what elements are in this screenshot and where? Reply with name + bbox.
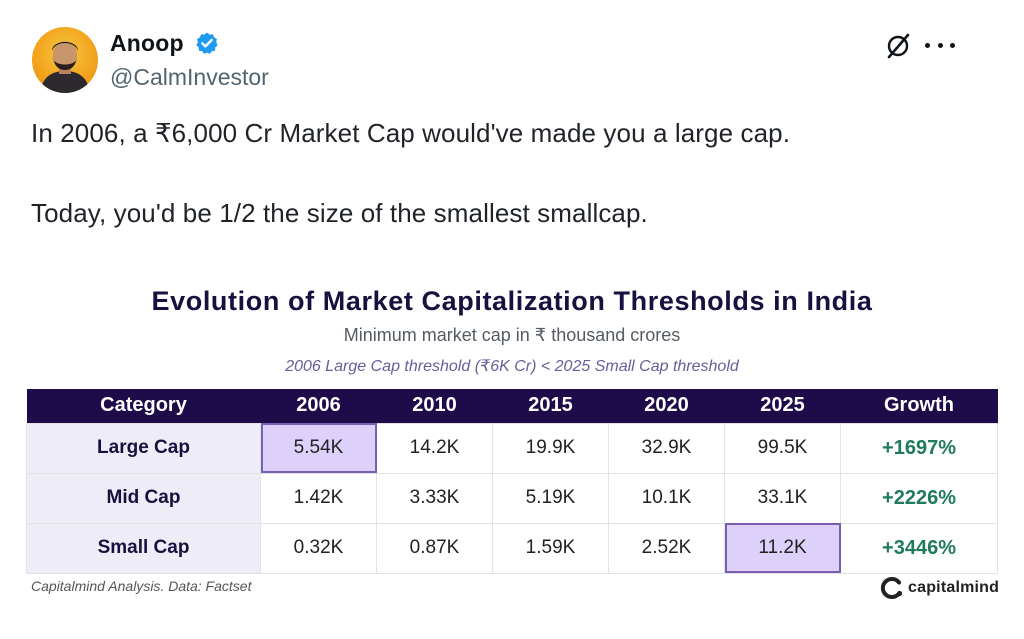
table-cell-value: 32.9K [608, 422, 725, 474]
column-header-year: 2020 [608, 389, 725, 423]
table-row: Large Cap 5.54K 14.2K 19.9K 32.9K 99.5K +1697% [26, 422, 998, 474]
row-category-label: Large Cap [26, 422, 261, 474]
more-dot [937, 42, 943, 48]
column-header-growth: Growth [840, 389, 998, 423]
table-cell-value: 33.1K [724, 472, 841, 524]
column-header-year: 2025 [724, 389, 841, 423]
column-header-category: Category [26, 389, 261, 423]
table-cell-value: 10.1K [608, 472, 725, 524]
column-header-year: 2010 [376, 389, 493, 423]
table-cell-value: 0.87K [376, 522, 493, 574]
avatar[interactable] [32, 27, 98, 93]
table-header-row: Category 2006 2010 2015 2020 2025 Growth [26, 389, 998, 423]
table-cell-value: 99.5K [724, 422, 841, 474]
chart-subtitle: Minimum market cap in ₹ thousand crores [343, 325, 681, 345]
table-cell-value: 1.42K [260, 472, 377, 524]
table-cell-value: 14.2K [376, 422, 493, 474]
column-header-year: 2015 [492, 389, 609, 423]
table-cell-value: 5.54K [260, 422, 377, 474]
capitalmind-logo-icon [880, 577, 903, 599]
brand-name: capitalmind [908, 579, 1000, 596]
table-cell-growth: +1697% [840, 422, 998, 474]
verified-badge-icon [196, 32, 218, 54]
source-note: Capitalmind Analysis. Data: Factset [31, 578, 252, 594]
tweet-text-line-2: Today, you'd be 1/2 the size of the smal… [31, 198, 648, 228]
table-cell-growth: +2226% [840, 472, 998, 524]
table-cell-value: 5.19K [492, 472, 609, 524]
table-row: Mid Cap 1.42K 3.33K 5.19K 10.1K 33.1K +2226% [26, 472, 998, 524]
market-cap-table: Category 2006 2010 2015 2020 2025 Growth Large… [26, 389, 998, 574]
table-cell-value: 2.52K [608, 522, 725, 574]
table-cell-value: 11.2K [724, 522, 841, 574]
column-header-year: 2006 [260, 389, 377, 423]
row-category-label: Small Cap [26, 522, 261, 574]
table-body: Large Cap 5.54K 14.2K 19.9K 32.9K 99.5K +1697%… [26, 422, 998, 574]
more-dot [925, 42, 930, 48]
table-row: Small Cap 0.32K 0.87K 1.59K 2.52K 11.2K +3446% [26, 522, 998, 574]
chart-note: 2006 Large Cap threshold (₹6K Cr) < 2025… [285, 358, 739, 375]
chart-title: Evolution of Market Capitalization Thres… [151, 286, 873, 316]
table-cell-value: 0.32K [260, 522, 377, 574]
more-dot [950, 42, 955, 48]
table-cell-growth: +3446% [840, 522, 998, 574]
grok-icon[interactable] [884, 32, 912, 60]
table-cell-value: 3.33K [376, 472, 493, 524]
table-cell-value: 1.59K [492, 522, 609, 574]
table-cell-value: 19.9K [492, 422, 609, 474]
more-options-icon[interactable] [925, 32, 955, 58]
profile-avatar-icon [40, 41, 90, 93]
tweet-text-line-1: In 2006, a ₹6,000 Cr Market Cap would've… [31, 118, 791, 148]
brand-logo: capitalmind [880, 575, 999, 601]
row-category-label: Mid Cap [26, 472, 261, 524]
author-name[interactable]: Anoop [110, 30, 184, 56]
author-handle[interactable]: @CalmInvestor [110, 64, 269, 90]
